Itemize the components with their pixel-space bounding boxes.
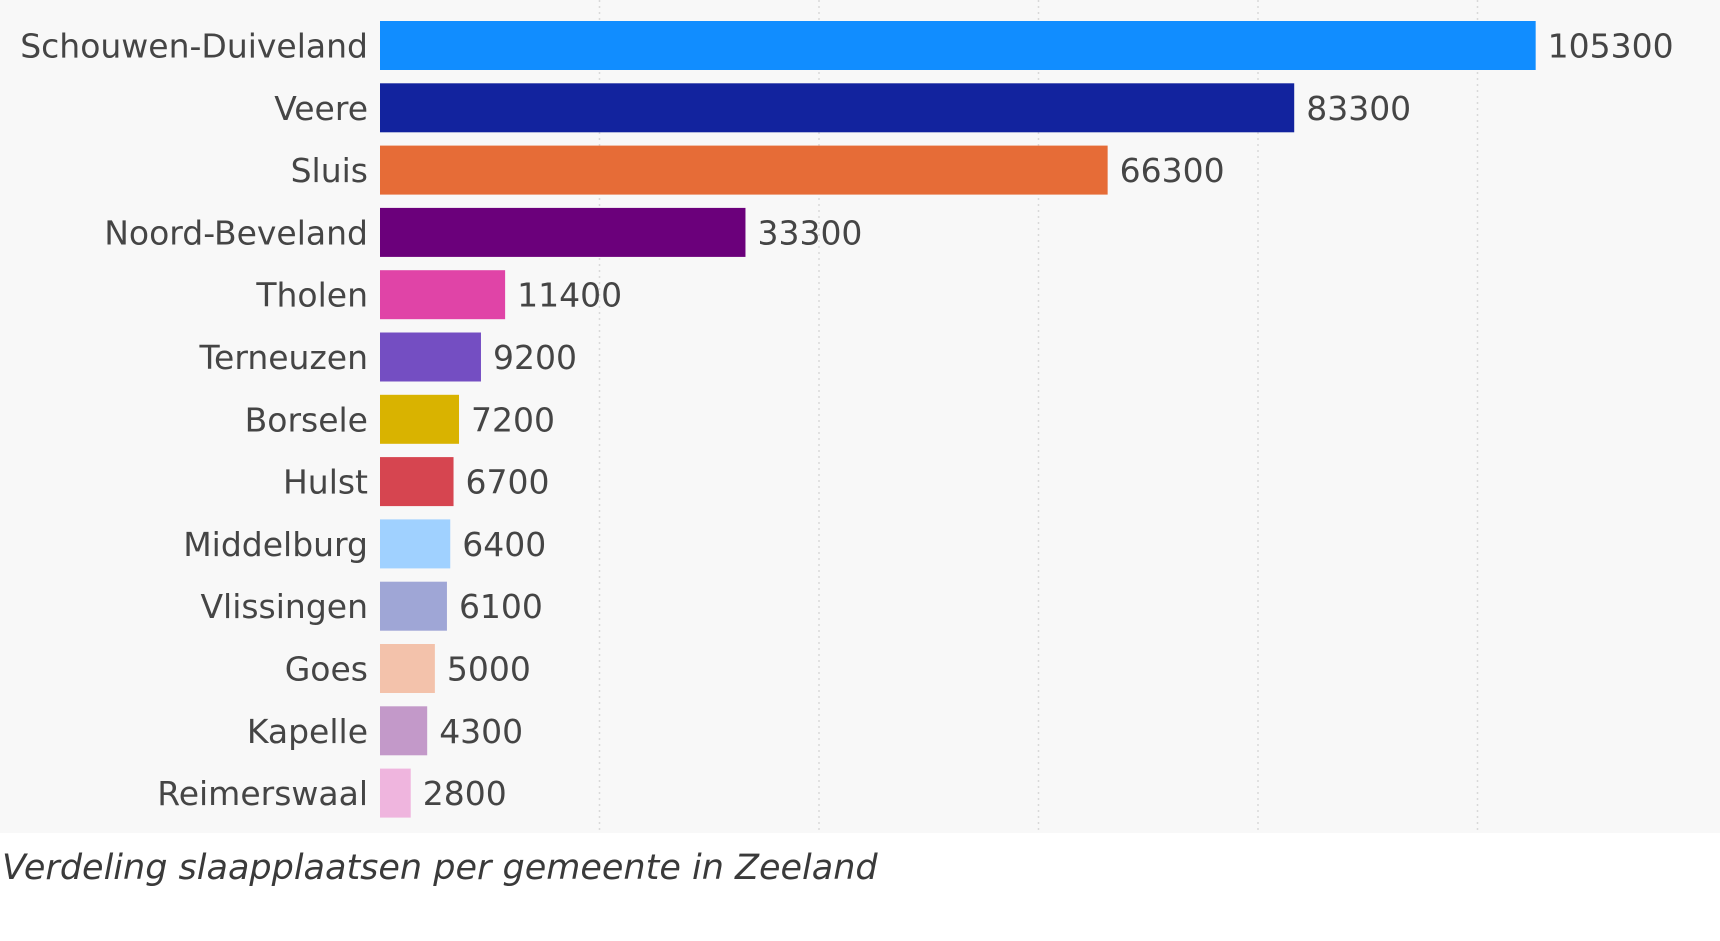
category-labels: Schouwen-Duiveland Veere Sluis Noord-Bevela… xyxy=(20,27,368,814)
chart-area: Schouwen-Duiveland Veere Sluis Noord-Bevela… xyxy=(20,0,1674,833)
bar xyxy=(380,519,451,569)
bar xyxy=(380,332,481,382)
bar xyxy=(380,207,746,257)
bar xyxy=(380,706,428,756)
data-label: 33300 xyxy=(757,213,862,252)
bar xyxy=(380,394,460,444)
data-label: 2800 xyxy=(423,774,507,813)
category-label: Vlissingen xyxy=(200,587,368,626)
chart-caption: Verdeling slaapplaatsen per gemeente in … xyxy=(2,848,878,888)
data-label: 11400 xyxy=(517,276,622,315)
category-label: Schouwen-Duiveland xyxy=(20,27,368,66)
data-label: 5000 xyxy=(447,650,531,689)
bar xyxy=(380,768,411,818)
bar xyxy=(380,644,435,693)
category-label: Noord-Beveland xyxy=(104,213,368,252)
category-label: Kapelle xyxy=(247,712,368,751)
category-label: Tholen xyxy=(255,276,368,315)
data-label: 66300 xyxy=(1120,151,1225,190)
bar-chart: Schouwen-Duiveland Veere Sluis Noord-Bevela… xyxy=(20,0,1674,833)
data-label: 6700 xyxy=(466,463,550,502)
data-label: 105300 xyxy=(1548,27,1674,66)
bar xyxy=(380,145,1108,195)
category-label: Terneuzen xyxy=(198,338,368,377)
category-label: Hulst xyxy=(283,463,368,502)
data-label: 4300 xyxy=(439,712,523,751)
category-label: Sluis xyxy=(291,151,368,190)
data-label: 6100 xyxy=(459,587,543,626)
value-labels: 105300 83300 66300 33300 11400 9200 7200 6700 64… xyxy=(423,27,1674,814)
data-label: 7200 xyxy=(471,400,555,439)
bar xyxy=(380,83,1295,133)
category-label: Veere xyxy=(274,89,368,128)
data-label: 6400 xyxy=(462,525,546,564)
data-label: 83300 xyxy=(1306,89,1411,128)
bar xyxy=(380,457,454,507)
category-label: Middelburg xyxy=(183,525,368,564)
bar xyxy=(380,581,447,631)
bar xyxy=(380,270,506,320)
category-label: Borsele xyxy=(245,400,368,439)
category-label: Goes xyxy=(285,650,368,689)
bars xyxy=(380,21,1536,818)
data-label: 9200 xyxy=(493,338,577,377)
category-label: Reimerswaal xyxy=(157,774,368,813)
bar xyxy=(380,21,1536,70)
gridlines xyxy=(598,0,1479,833)
